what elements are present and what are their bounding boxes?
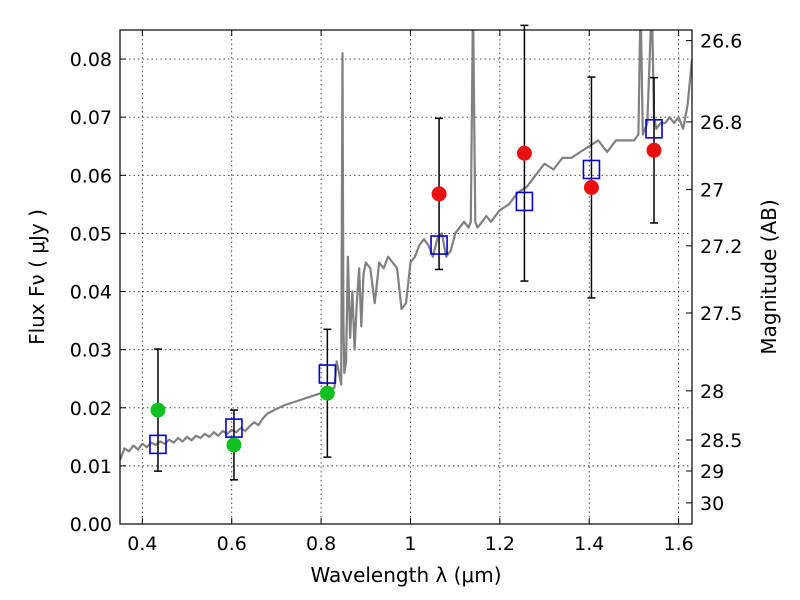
y-tick-label: 0.07 xyxy=(70,107,112,129)
y-tick-label: 0.03 xyxy=(70,340,112,362)
magnitude-tick-label: 27 xyxy=(700,180,724,202)
x-tick-label: 1.4 xyxy=(574,533,604,555)
x-tick-label: 0.6 xyxy=(217,533,247,555)
y-tick-label: 0.00 xyxy=(70,514,112,536)
x-tick-label: 1.6 xyxy=(663,533,693,555)
model-spectrum-layer xyxy=(120,30,692,461)
magnitude-tick-label: 30 xyxy=(700,493,724,515)
upper-band-point xyxy=(319,385,335,401)
detection-point xyxy=(583,179,599,195)
x-tick-label: 1.2 xyxy=(485,533,515,555)
magnitude-tick-label: 27.5 xyxy=(700,303,742,325)
y-axis-title: Flux Fν ( μJy ) xyxy=(25,209,49,345)
model-photometry-square xyxy=(149,434,167,455)
upper-band-point xyxy=(226,437,242,453)
magnitude-tick-label: 26.6 xyxy=(700,31,742,53)
model-photometry-square xyxy=(225,418,243,438)
magnitude-tick-label: 28.5 xyxy=(700,430,742,452)
detection-point xyxy=(646,142,662,158)
detection-point xyxy=(431,186,447,202)
x-tick-label: 1 xyxy=(404,533,416,555)
y-tick-label: 0.04 xyxy=(70,282,112,304)
x-tick-label: 0.4 xyxy=(127,533,157,555)
right-y-axis-title: Magnitude (AB) xyxy=(757,199,781,354)
x-tick-label: 0.8 xyxy=(306,533,336,555)
upper-band-point xyxy=(150,402,166,418)
magnitude-tick-label: 26.8 xyxy=(700,112,742,134)
detection-point xyxy=(516,145,532,161)
x-axis-title: Wavelength λ (μm) xyxy=(310,563,501,587)
model-photometry-square xyxy=(582,159,601,180)
model-photometry-square xyxy=(318,364,337,384)
magnitude-tick-label: 29 xyxy=(700,461,724,483)
y-tick-label: 0.06 xyxy=(70,165,112,187)
model-photometry-square xyxy=(645,119,663,139)
plot-frame xyxy=(119,29,693,525)
y-tick-label: 0.01 xyxy=(70,456,112,478)
magnitude-tick-label: 28 xyxy=(700,381,724,403)
y-tick-label: 0.08 xyxy=(70,49,112,71)
y-tick-label: 0.05 xyxy=(70,223,112,245)
errorbar-layer xyxy=(153,24,659,481)
marker-layer xyxy=(149,119,663,455)
y-tick-label: 0.02 xyxy=(70,398,112,420)
model-photometry-square xyxy=(515,191,534,212)
tick-layer: 0.4 0.6 0.8 1 1.2 1.4 1.6 0.00 0.01 0.02 0.03 0.04 0… xyxy=(70,30,742,555)
model-photometry-square xyxy=(430,235,448,255)
grid xyxy=(120,30,692,525)
magnitude-tick-label: 27.2 xyxy=(700,236,742,258)
model-spectrum-line xyxy=(120,30,692,461)
